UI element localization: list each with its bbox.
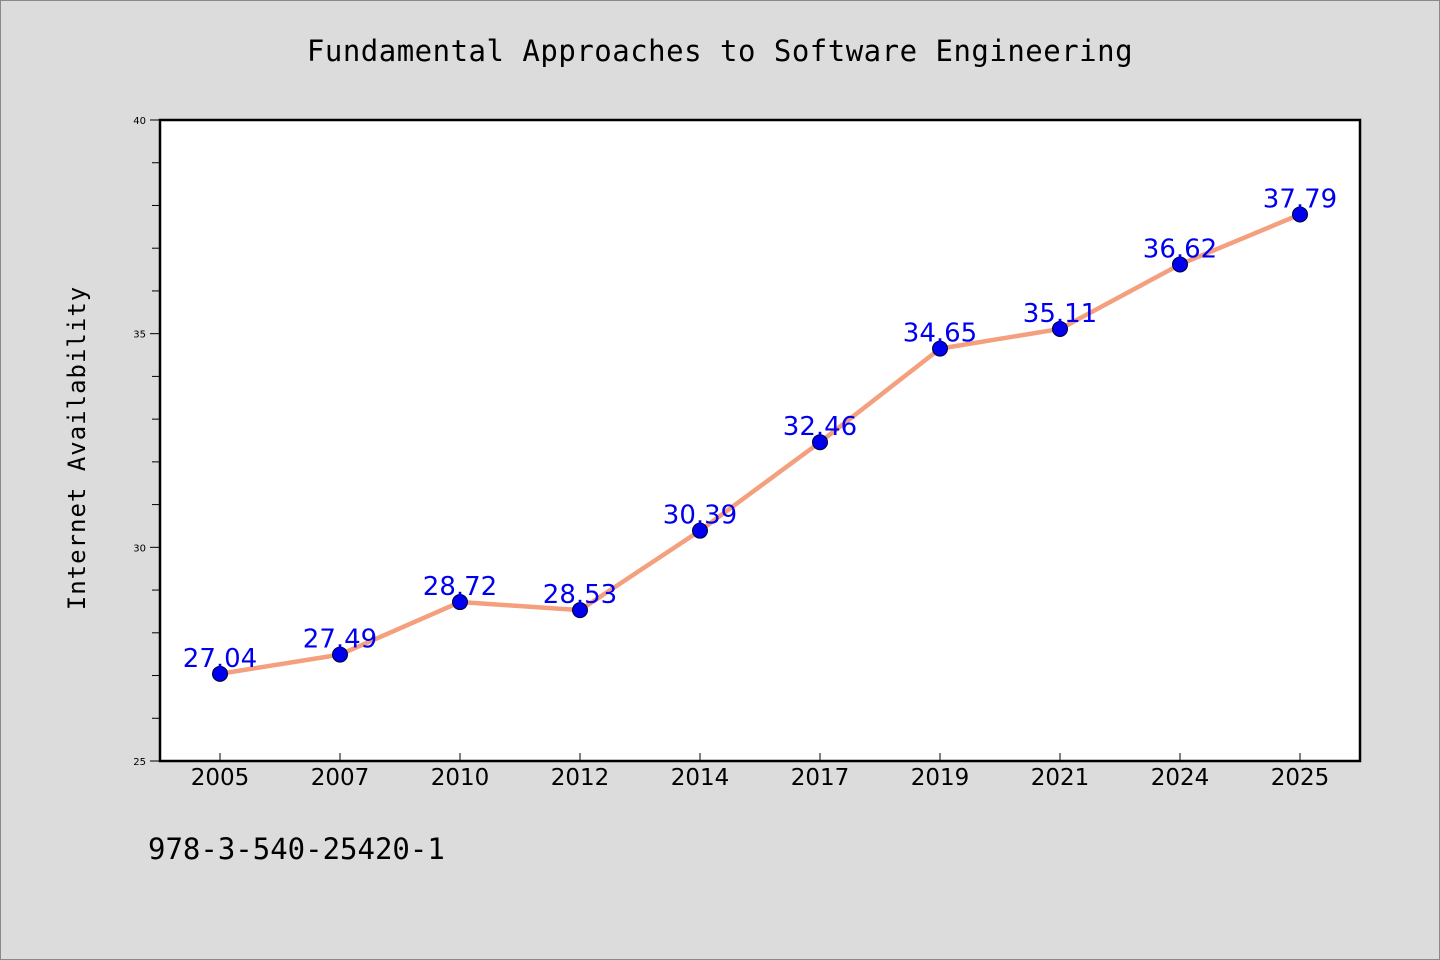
data-point [212, 665, 228, 682]
x-tick-label: 2017 [791, 765, 850, 791]
data-point [812, 434, 828, 451]
data-point [932, 340, 948, 357]
data-label: 28.53 [543, 580, 617, 610]
plot-area [158, 118, 1362, 763]
y-axis: 25 30 35 40 [133, 116, 160, 768]
data-point [452, 594, 468, 611]
data-labels: 27.04 27.49 28.72 28.53 30.39 32.46 34.65 35.11… [183, 184, 1337, 673]
chart-title: Fundamental Approaches to Software Engin… [306, 34, 1134, 68]
x-tick-label: 2007 [311, 765, 370, 791]
y-tick-label: 25 [133, 757, 146, 768]
data-point [1292, 206, 1308, 223]
data-point [692, 522, 708, 539]
data-label: 36.62 [1143, 234, 1217, 264]
data-markers [212, 206, 1308, 682]
footnote-isbn: 978-3-540-25420-1 [148, 832, 445, 866]
data-label: 37.79 [1263, 184, 1337, 214]
data-label: 34.65 [903, 319, 977, 349]
data-label: 27.04 [183, 644, 257, 674]
data-label: 32.46 [783, 412, 857, 442]
y-tick-label: 30 [133, 543, 146, 554]
x-tick-label: 2010 [431, 765, 490, 791]
x-tick-label: 2025 [1271, 765, 1330, 791]
x-tick-label: 2012 [551, 765, 610, 791]
data-label: 30.39 [663, 501, 737, 531]
x-tick-label: 2005 [191, 765, 250, 791]
data-label: 27.49 [303, 625, 377, 655]
series-line [217, 212, 1303, 677]
data-point [1172, 256, 1188, 273]
data-label: 35.11 [1023, 299, 1097, 329]
x-tick-label: 2014 [671, 765, 730, 791]
y-tick-label: 40 [133, 116, 146, 127]
data-point [572, 602, 588, 619]
y-tick-label: 35 [133, 330, 146, 341]
data-point [1052, 320, 1068, 337]
x-axis: 2005 2007 2010 2012 2014 2017 2019 2021 2024 2025 [191, 753, 1330, 791]
data-point [332, 646, 348, 663]
x-tick-label: 2024 [1151, 765, 1210, 791]
x-tick-label: 2019 [911, 765, 970, 791]
x-tick-label: 2021 [1031, 765, 1090, 791]
data-label: 28.72 [423, 572, 497, 602]
